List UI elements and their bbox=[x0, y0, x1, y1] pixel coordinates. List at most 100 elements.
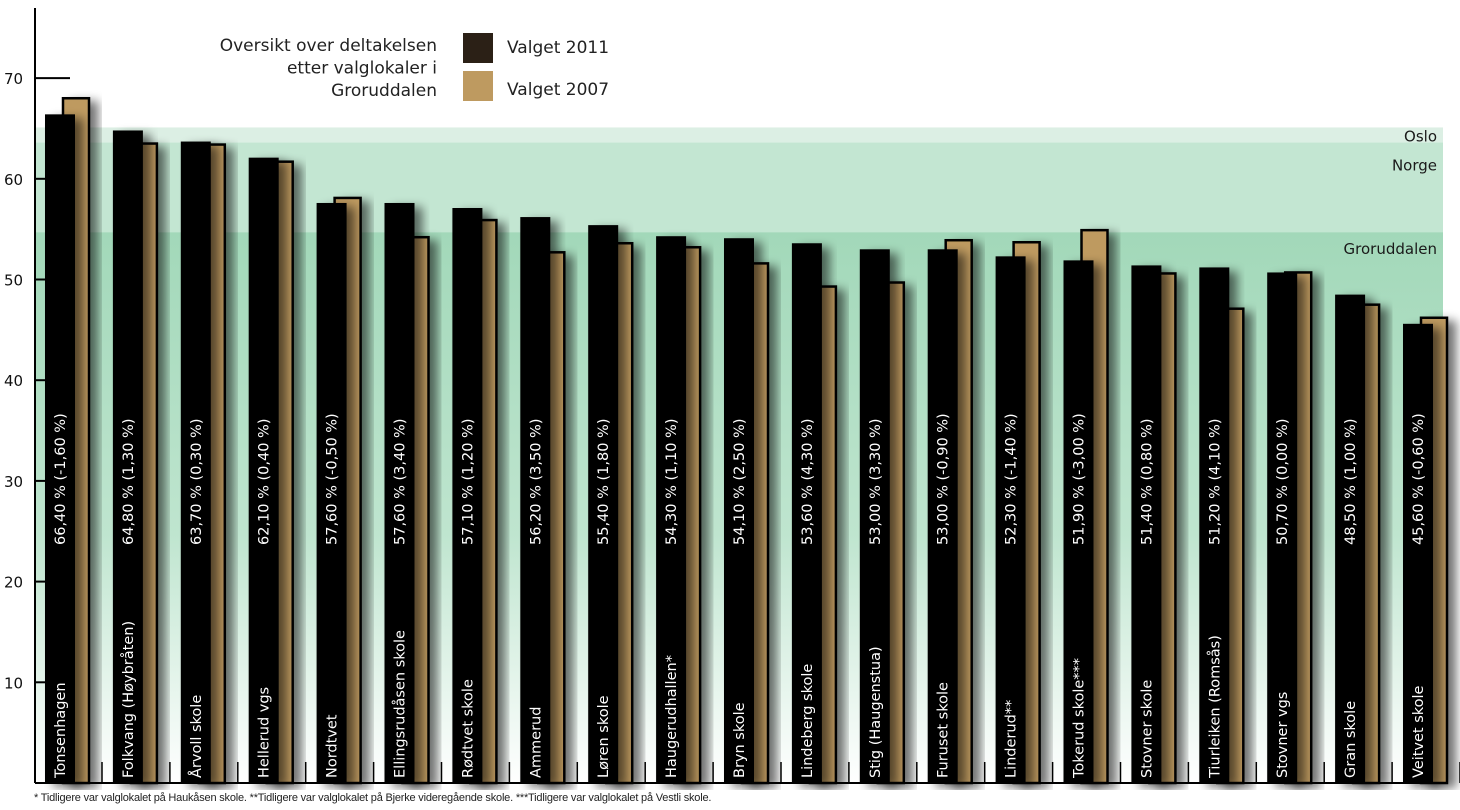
bar-group: Stovner skole 51,40 % (0,80 %) bbox=[1131, 265, 1190, 785]
bar-2011 bbox=[316, 202, 347, 783]
data-label: 45,60 % (-0,60 %) bbox=[1411, 413, 1427, 545]
footnote: * Tidligere var valglokalet på Haukåsen … bbox=[34, 792, 712, 804]
bar-group: Løren skole 55,40 % (1,80 %) bbox=[588, 225, 646, 785]
data-label: 55,40 % (1,80 %) bbox=[596, 419, 612, 546]
data-label: 63,70 % (0,30 %) bbox=[189, 419, 205, 546]
data-label: 57,60 % (-0,50 %) bbox=[325, 413, 341, 545]
category-label: Stig (Haugenstua) bbox=[868, 646, 884, 778]
category-label: Tokerud skole*** bbox=[1072, 658, 1088, 779]
band-label-groruddalen: Groruddalen bbox=[1344, 240, 1437, 258]
bar-2011 bbox=[724, 238, 754, 783]
bar-group: Linderud** 52,30 % (-1,40 %) bbox=[995, 240, 1054, 785]
data-label: 51,20 % (4,10 %) bbox=[1207, 419, 1223, 546]
bar-group: Gran skole 48,50 % (1,00 %) bbox=[1335, 294, 1393, 785]
data-label: 57,60 % (3,40 %) bbox=[393, 419, 409, 546]
bar-group: Ammerud 56,20 % (3,50 %) bbox=[520, 217, 579, 785]
category-label: Haugerudhallen* bbox=[664, 655, 680, 778]
data-label: 64,80 % (1,30 %) bbox=[121, 419, 137, 546]
bar-2011 bbox=[1131, 265, 1162, 784]
category-label: Ammerud bbox=[528, 707, 544, 778]
category-label: Linderud** bbox=[1004, 700, 1020, 778]
data-label: 52,30 % (-1,40 %) bbox=[1004, 413, 1020, 545]
data-label: 54,30 % (1,10 %) bbox=[664, 419, 680, 546]
bar-2011 bbox=[927, 249, 958, 784]
y-tick-label: 30 bbox=[4, 473, 23, 491]
band-label-oslo: Oslo bbox=[1404, 127, 1437, 145]
legend-label-2011: Valget 2011 bbox=[507, 38, 609, 58]
bar-2011 bbox=[656, 236, 687, 784]
data-label: 66,40 % (-1,60 %) bbox=[53, 413, 69, 545]
bar-group: Bryn skole 54,10 % (2,50 %) bbox=[724, 238, 782, 785]
bar-2011 bbox=[520, 217, 551, 784]
chart: Oslo Norge Groruddalen Tonsenhagen 66,40 % … bbox=[4, 8, 1460, 785]
category-label: Tiurleiken (Romsås) bbox=[1206, 635, 1223, 779]
category-label: Årvoll skole bbox=[188, 695, 205, 778]
band-label-norge: Norge bbox=[1392, 157, 1437, 175]
bar-group: Nordtvet 57,60 % (-0,50 %) bbox=[316, 196, 375, 785]
bar-group: Stovner vgs 50,70 % (0,00 %) bbox=[1267, 271, 1325, 785]
category-label: Nordtvet bbox=[325, 714, 341, 778]
y-tick-label: 60 bbox=[4, 171, 23, 189]
bar-2011 bbox=[248, 157, 279, 783]
legend-swatch-2011 bbox=[463, 33, 493, 63]
bar-group: Haugerudhallen* 54,30 % (1,10 %) bbox=[656, 236, 714, 785]
chart-title-line: Oversikt over deltakelsen bbox=[220, 36, 437, 56]
y-tick-label: 40 bbox=[4, 372, 23, 390]
bar-group: Lindeberg skole 53,60 % (4,30 %) bbox=[791, 243, 850, 785]
y-tick-label: 10 bbox=[4, 674, 23, 692]
bar-group: Furuset skole 53,00 % (-0,90 %) bbox=[927, 238, 986, 785]
data-label: 57,10 % (1,20 %) bbox=[460, 418, 476, 545]
category-label: Veitvet skole bbox=[1411, 685, 1427, 778]
bar-2011 bbox=[180, 141, 211, 783]
category-label: Furuset skole bbox=[936, 682, 952, 778]
legend-label-2007: Valget 2007 bbox=[507, 80, 609, 100]
category-label: Løren skole bbox=[596, 695, 612, 778]
category-label: Folkvang (Høybråten) bbox=[120, 621, 137, 778]
data-label: 51,90 % (-3,00 %) bbox=[1072, 413, 1088, 545]
bar-2011 bbox=[384, 202, 415, 783]
data-label: 51,40 % (0,80 %) bbox=[1139, 419, 1155, 546]
bar-group: Veitvet skole 45,60 % (-0,60 %) bbox=[1403, 316, 1460, 785]
bar-2011 bbox=[45, 114, 75, 784]
bar-2011 bbox=[1267, 272, 1298, 783]
category-label: Bryn skole bbox=[732, 702, 748, 778]
y-tick-label: 50 bbox=[4, 272, 23, 290]
bar-2011 bbox=[1199, 267, 1230, 783]
chart-title-line: Groruddalen bbox=[331, 81, 437, 101]
bar-group: Rødtvet skole 57,10 % (1,20 %) bbox=[452, 208, 511, 785]
category-label: Hellerud vgs bbox=[257, 687, 273, 778]
bar-2011 bbox=[995, 256, 1026, 783]
data-label: 54,10 % (2,50 %) bbox=[732, 419, 748, 546]
bar-group: Folkvang (Høybråten) 64,80 % (1,30 %) bbox=[112, 130, 171, 785]
category-label: Stovner vgs bbox=[1275, 692, 1291, 778]
category-label: Tonsenhagen bbox=[53, 682, 69, 779]
bar-group: Tonsenhagen 66,40 % (-1,60 %) bbox=[45, 96, 103, 785]
bar-group: Tiurleiken (Romsås) 51,20 % (4,10 %) bbox=[1199, 267, 1258, 785]
bar-2011 bbox=[588, 225, 619, 783]
bar-2011 bbox=[1063, 260, 1094, 783]
chart-title-line: etter valglokaler i bbox=[287, 59, 437, 79]
y-tick-label: 70 bbox=[4, 70, 23, 88]
band-oslo bbox=[36, 127, 1443, 143]
y-tick-label: 20 bbox=[4, 574, 23, 592]
category-label: Gran skole bbox=[1343, 701, 1359, 778]
bar-2011 bbox=[859, 249, 890, 784]
data-label: 53,60 % (4,30 %) bbox=[800, 419, 816, 546]
bar-2011 bbox=[1403, 323, 1433, 783]
category-label: Ellingsrudåsen skole bbox=[392, 630, 409, 778]
data-label: 53,00 % (3,30 %) bbox=[868, 419, 884, 546]
bar-2011 bbox=[791, 243, 822, 784]
data-label: 56,20 % (3,50 %) bbox=[528, 419, 544, 546]
category-label: Rødtvet skole bbox=[460, 679, 476, 778]
bar-2011 bbox=[452, 208, 483, 784]
bar-group: Ellingsrudåsen skole 57,60 % (3,40 %) bbox=[384, 202, 443, 785]
legend-swatch-2007 bbox=[463, 71, 493, 101]
category-label: Stovner skole bbox=[1139, 680, 1155, 778]
data-label: 53,00 % (-0,90 %) bbox=[936, 413, 952, 545]
band-norge bbox=[36, 142, 1443, 233]
data-label: 62,10 % (0,40 %) bbox=[257, 419, 273, 546]
data-label: 50,70 % (0,00 %) bbox=[1275, 419, 1291, 546]
data-label: 48,50 % (1,00 %) bbox=[1343, 419, 1359, 546]
bar-group: Hellerud vgs 62,10 % (0,40 %) bbox=[248, 157, 307, 785]
category-label: Lindeberg skole bbox=[800, 664, 816, 778]
